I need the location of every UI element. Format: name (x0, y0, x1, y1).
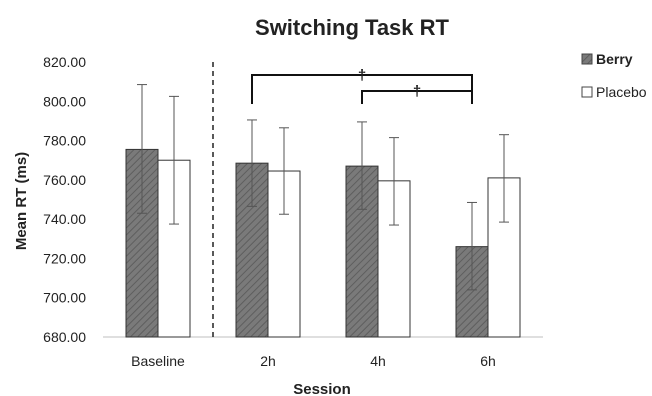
y-tick-label: 760.00 (43, 172, 86, 188)
y-tick-label: 820.00 (43, 54, 86, 70)
x-tick-label: Baseline (131, 353, 185, 369)
chart-title: Switching Task RT (255, 15, 450, 40)
significance-bracket (251, 74, 473, 104)
legend-swatch-berry (581, 53, 593, 65)
y-axis-label: Mean RT (ms) (13, 152, 30, 250)
x-tick-label: 4h (370, 353, 386, 369)
legend-label-placebo: Placebo (596, 84, 647, 100)
significance-dagger: † (358, 67, 366, 84)
y-tick-label: 800.00 (43, 93, 86, 109)
significance-dagger: † (413, 83, 421, 100)
y-tick-label: 720.00 (43, 250, 86, 266)
y-tick-label: 700.00 (43, 290, 86, 306)
error-bars-group (137, 84, 509, 291)
legend-label-berry: Berry (596, 51, 633, 67)
x-tick-labels: Baseline 2h 4h 6h (131, 353, 496, 369)
y-tick-label: 780.00 (43, 133, 86, 149)
x-tick-label: 2h (260, 353, 276, 369)
legend: Berry Placebo (581, 51, 647, 100)
x-tick-label: 6h (480, 353, 496, 369)
x-axis-label: Session (293, 381, 351, 396)
legend-swatch-placebo (581, 86, 593, 98)
significance-bracket (361, 90, 473, 104)
y-tick-label: 680.00 (43, 329, 86, 345)
significance-brackets: †† (251, 67, 473, 104)
y-tick-labels: 680.00 700.00 720.00 740.00 760.00 780.00 800.… (43, 54, 86, 345)
bars-group (125, 148, 521, 338)
y-tick-label: 740.00 (43, 211, 86, 227)
